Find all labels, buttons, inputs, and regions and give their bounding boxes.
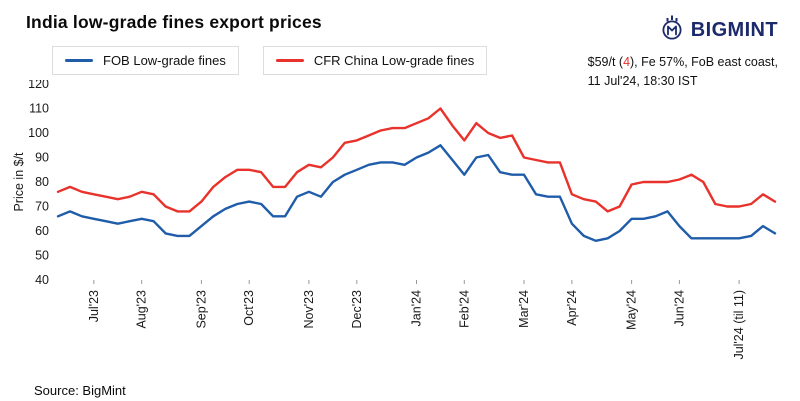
svg-text:Apr'24: Apr'24 [565,290,579,326]
fob-line-swatch [65,59,93,62]
price-change-value: 4 [623,55,631,69]
svg-text:40: 40 [35,273,49,287]
bigmint-logo-icon [660,14,684,46]
svg-text:Nov'23: Nov'23 [302,290,316,329]
svg-text:Dec'23: Dec'23 [350,290,364,329]
svg-text:Aug'23: Aug'23 [135,290,149,329]
chart-legend: FOB Low-grade fines CFR China Low-grade … [52,46,488,75]
svg-text:Feb'24: Feb'24 [457,290,471,328]
brand-name: BIGMINT [690,18,778,41]
svg-text:Mar'24: Mar'24 [517,290,531,328]
price-note-post: ), Fe 57%, FoB east coast, [630,55,778,69]
header: India low-grade fines export prices FOB … [0,0,800,88]
price-note: $59/t (4), Fe 57%, FoB east coast, 11 Ju… [588,53,778,91]
svg-text:100: 100 [28,126,49,140]
svg-text:80: 80 [35,175,49,189]
source-note: Source: BigMint [34,383,126,398]
svg-text:Sep'23: Sep'23 [194,290,208,329]
svg-text:120: 120 [28,80,49,91]
page-title: India low-grade fines export prices [26,12,322,32]
legend-label-fob: FOB Low-grade fines [103,53,226,68]
svg-text:90: 90 [35,151,49,165]
svg-text:110: 110 [29,102,49,116]
svg-text:May'24: May'24 [625,290,639,330]
brand-logo: BIGMINT [588,14,778,46]
header-right: BIGMINT $59/t (4), Fe 57%, FoB east coas… [588,12,778,91]
svg-text:Jan'24: Jan'24 [410,290,424,326]
svg-text:Jul'24 (til 11): Jul'24 (til 11) [732,290,746,360]
header-left: India low-grade fines export prices FOB … [26,12,488,75]
legend-label-cfr: CFR China Low-grade fines [313,53,475,68]
svg-text:60: 60 [35,224,49,238]
chart-area: 40 50 60 70 80 90 100 110 120 Jul'23 Aug'23 Sep'23 O… [0,77,800,381]
cfr-line-swatch [275,59,304,62]
legend-item-cfr: CFR China Low-grade fines [262,46,488,75]
price-note-pre: $59/t ( [587,55,624,69]
svg-text:70: 70 [35,200,49,214]
legend-item-fob: FOB Low-grade fines [52,46,239,75]
price-note-timestamp: 11 Jul'24, 18:30 IST [587,73,698,88]
price-chart-svg: 40 50 60 70 80 90 100 110 120 Jul'23 Aug'23 Sep'23 O… [12,77,777,360]
svg-text:50: 50 [35,249,49,263]
svg-text:Price in $/t: Price in $/t [12,152,26,212]
svg-text:Oct'23: Oct'23 [242,290,256,326]
svg-text:Jun'24: Jun'24 [672,290,686,326]
svg-text:Jul'23: Jul'23 [87,290,101,322]
